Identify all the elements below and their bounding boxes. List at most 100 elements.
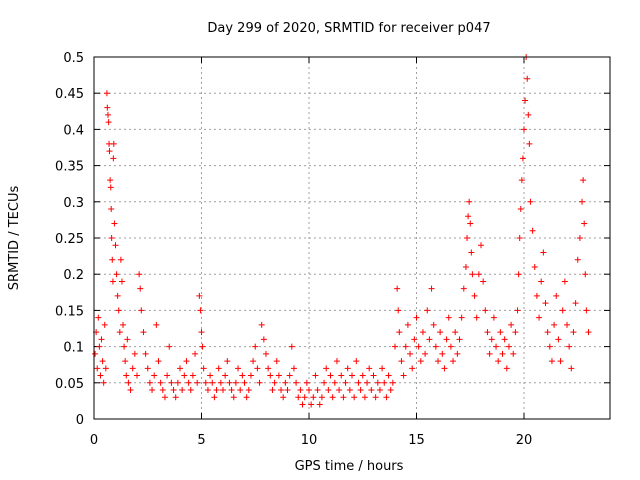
data-point [568, 365, 575, 372]
data-point [308, 401, 315, 408]
data-point [293, 379, 300, 386]
data-point [583, 307, 590, 314]
data-point [574, 256, 581, 263]
data-point [389, 379, 396, 386]
data-point [228, 387, 235, 394]
x-tick-label: 10 [301, 433, 318, 448]
data-point [297, 387, 304, 394]
data-point [92, 350, 99, 357]
data-point [271, 379, 278, 386]
data-point [572, 300, 579, 307]
data-point [129, 365, 136, 372]
data-point [101, 321, 108, 328]
data-point [241, 379, 248, 386]
data-point [338, 372, 345, 379]
data-point [157, 379, 164, 386]
data-point [515, 271, 522, 278]
data-point [355, 379, 362, 386]
data-point [226, 379, 233, 386]
data-point [325, 387, 332, 394]
data-point [183, 358, 190, 365]
data-point [127, 387, 134, 394]
data-point [333, 358, 340, 365]
data-point [582, 271, 589, 278]
data-point [366, 365, 373, 372]
data-point [94, 365, 101, 372]
data-point [497, 329, 504, 336]
data-point [109, 278, 116, 285]
data-point [559, 307, 566, 314]
x-axis-label: GPS time / hours [295, 459, 404, 474]
data-point [273, 358, 280, 365]
data-point [235, 365, 242, 372]
data-point [514, 307, 521, 314]
data-point [340, 394, 347, 401]
data-point [407, 350, 414, 357]
data-point [553, 292, 560, 299]
data-point [566, 343, 573, 350]
data-point [200, 365, 207, 372]
data-point [267, 372, 274, 379]
data-point [526, 140, 533, 147]
data-point [361, 394, 368, 401]
data-point [151, 372, 158, 379]
data-point [469, 271, 476, 278]
data-point [161, 394, 168, 401]
data-point [211, 394, 218, 401]
data-point [464, 235, 471, 241]
data-point [475, 271, 482, 278]
data-point [149, 387, 156, 394]
data-point [187, 387, 194, 394]
data-point [471, 292, 478, 299]
data-point [430, 321, 437, 328]
data-point [116, 329, 123, 336]
data-point [327, 372, 334, 379]
y-tick-label: 0.1 [63, 341, 84, 356]
data-point [106, 148, 113, 155]
grid-lines [94, 57, 610, 419]
data-point [441, 365, 448, 372]
data-point [424, 307, 431, 314]
data-point [123, 372, 130, 379]
data-point [570, 329, 577, 336]
data-point [368, 387, 375, 394]
data-point [258, 321, 265, 328]
data-point [546, 343, 553, 350]
data-point [109, 256, 116, 263]
data-point [540, 249, 547, 256]
data-point [220, 387, 226, 394]
data-point [510, 350, 517, 357]
data-point [428, 285, 435, 292]
data-point [299, 401, 306, 408]
y-tick-label: 0.2 [63, 268, 84, 283]
data-point [252, 343, 259, 350]
data-point [239, 372, 246, 379]
data-point [544, 329, 551, 336]
data-point [404, 321, 411, 328]
y-tick-label: 0.45 [55, 87, 84, 102]
data-point [303, 379, 310, 386]
data-point [197, 307, 204, 314]
data-point [499, 350, 506, 357]
x-tick-label: 0 [90, 433, 98, 448]
data-point [557, 358, 564, 365]
data-point [104, 104, 111, 111]
data-point [400, 372, 407, 379]
data-point [134, 372, 140, 379]
data-point [336, 387, 343, 394]
data-point [174, 379, 181, 386]
data-point [107, 177, 114, 184]
data-point [179, 387, 186, 394]
data-point [99, 358, 106, 365]
data-point [155, 358, 162, 365]
data-point [529, 227, 536, 234]
data-point [196, 292, 203, 299]
y-tick-label: 0.15 [55, 304, 84, 319]
data-point [288, 343, 295, 350]
data-point [454, 350, 461, 357]
data-point [110, 155, 117, 162]
data-point [525, 111, 532, 118]
data-point [125, 379, 132, 386]
data-point [536, 314, 543, 321]
data-point [113, 271, 120, 278]
